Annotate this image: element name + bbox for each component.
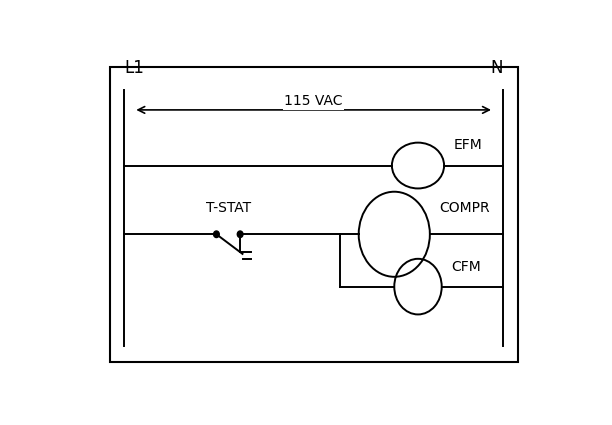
Text: L1: L1 [124, 59, 144, 77]
Text: COMPR: COMPR [439, 201, 490, 215]
Text: EFM: EFM [453, 139, 482, 153]
Text: N: N [491, 59, 504, 77]
Ellipse shape [237, 231, 243, 238]
Text: T-STAT: T-STAT [206, 201, 251, 215]
Bar [110, 68, 518, 362]
Text: 115 VAC: 115 VAC [285, 94, 343, 108]
Text: CFM: CFM [451, 260, 481, 274]
Ellipse shape [214, 231, 219, 238]
